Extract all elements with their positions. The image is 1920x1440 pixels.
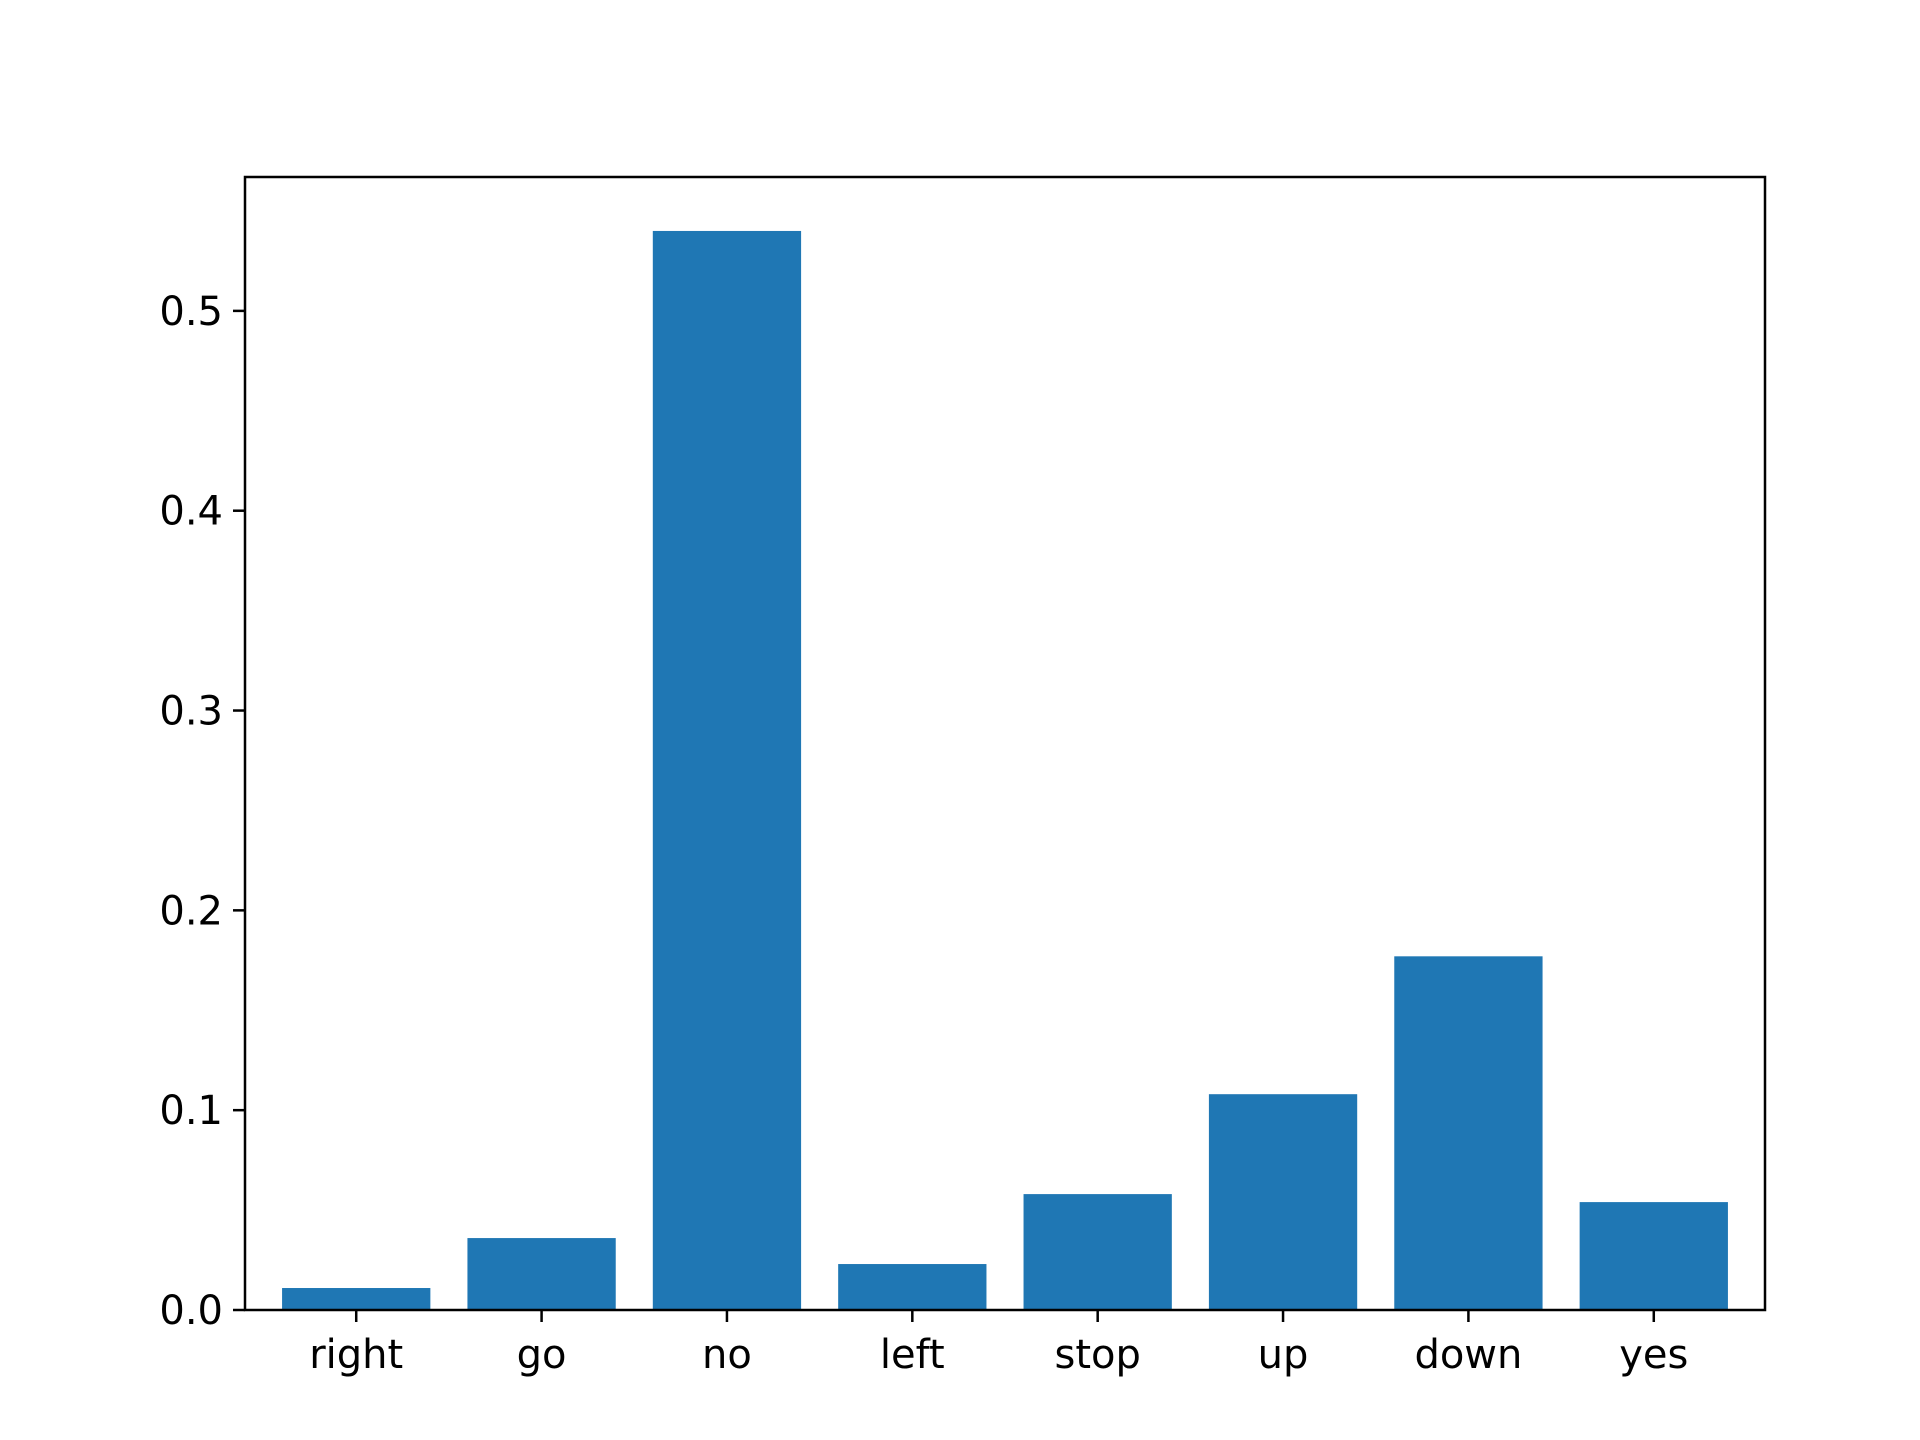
bar-go: [467, 1238, 616, 1310]
x-tick-label-left: left: [880, 1332, 945, 1378]
y-tick-label-0.0: 0.0: [159, 1288, 223, 1334]
bars-layer: [282, 230, 1728, 1310]
y-tick-label-0.3: 0.3: [159, 689, 223, 735]
x-tick-label-no: no: [702, 1332, 752, 1378]
y-tick-label-0.2: 0.2: [159, 888, 223, 934]
bar-up: [1208, 1094, 1358, 1310]
bar-no: [652, 230, 802, 1310]
bar-yes: [1579, 1202, 1728, 1310]
x-tick-label-right: right: [309, 1332, 403, 1378]
y-tick-label-0.4: 0.4: [159, 489, 223, 535]
x-tick-label-go: go: [517, 1332, 567, 1378]
y-tick-label-0.1: 0.1: [159, 1088, 223, 1134]
bar-right: [282, 1288, 431, 1310]
x-tick-label-up: up: [1258, 1332, 1309, 1378]
x-tick-label-yes: yes: [1619, 1332, 1688, 1378]
y-tick-label-0.5: 0.5: [159, 289, 223, 335]
bar-stop: [1023, 1194, 1172, 1310]
plot-frame: [243, 175, 1767, 1312]
x-tick-label-stop: stop: [1054, 1332, 1140, 1378]
ticks-layer: right go no left stop up down yes 0.0 0.1 0.2 0.3 0.…: [159, 289, 1688, 1378]
x-tick-label-down: down: [1414, 1332, 1522, 1378]
bar-left: [838, 1264, 987, 1310]
bar-down: [1394, 956, 1543, 1310]
